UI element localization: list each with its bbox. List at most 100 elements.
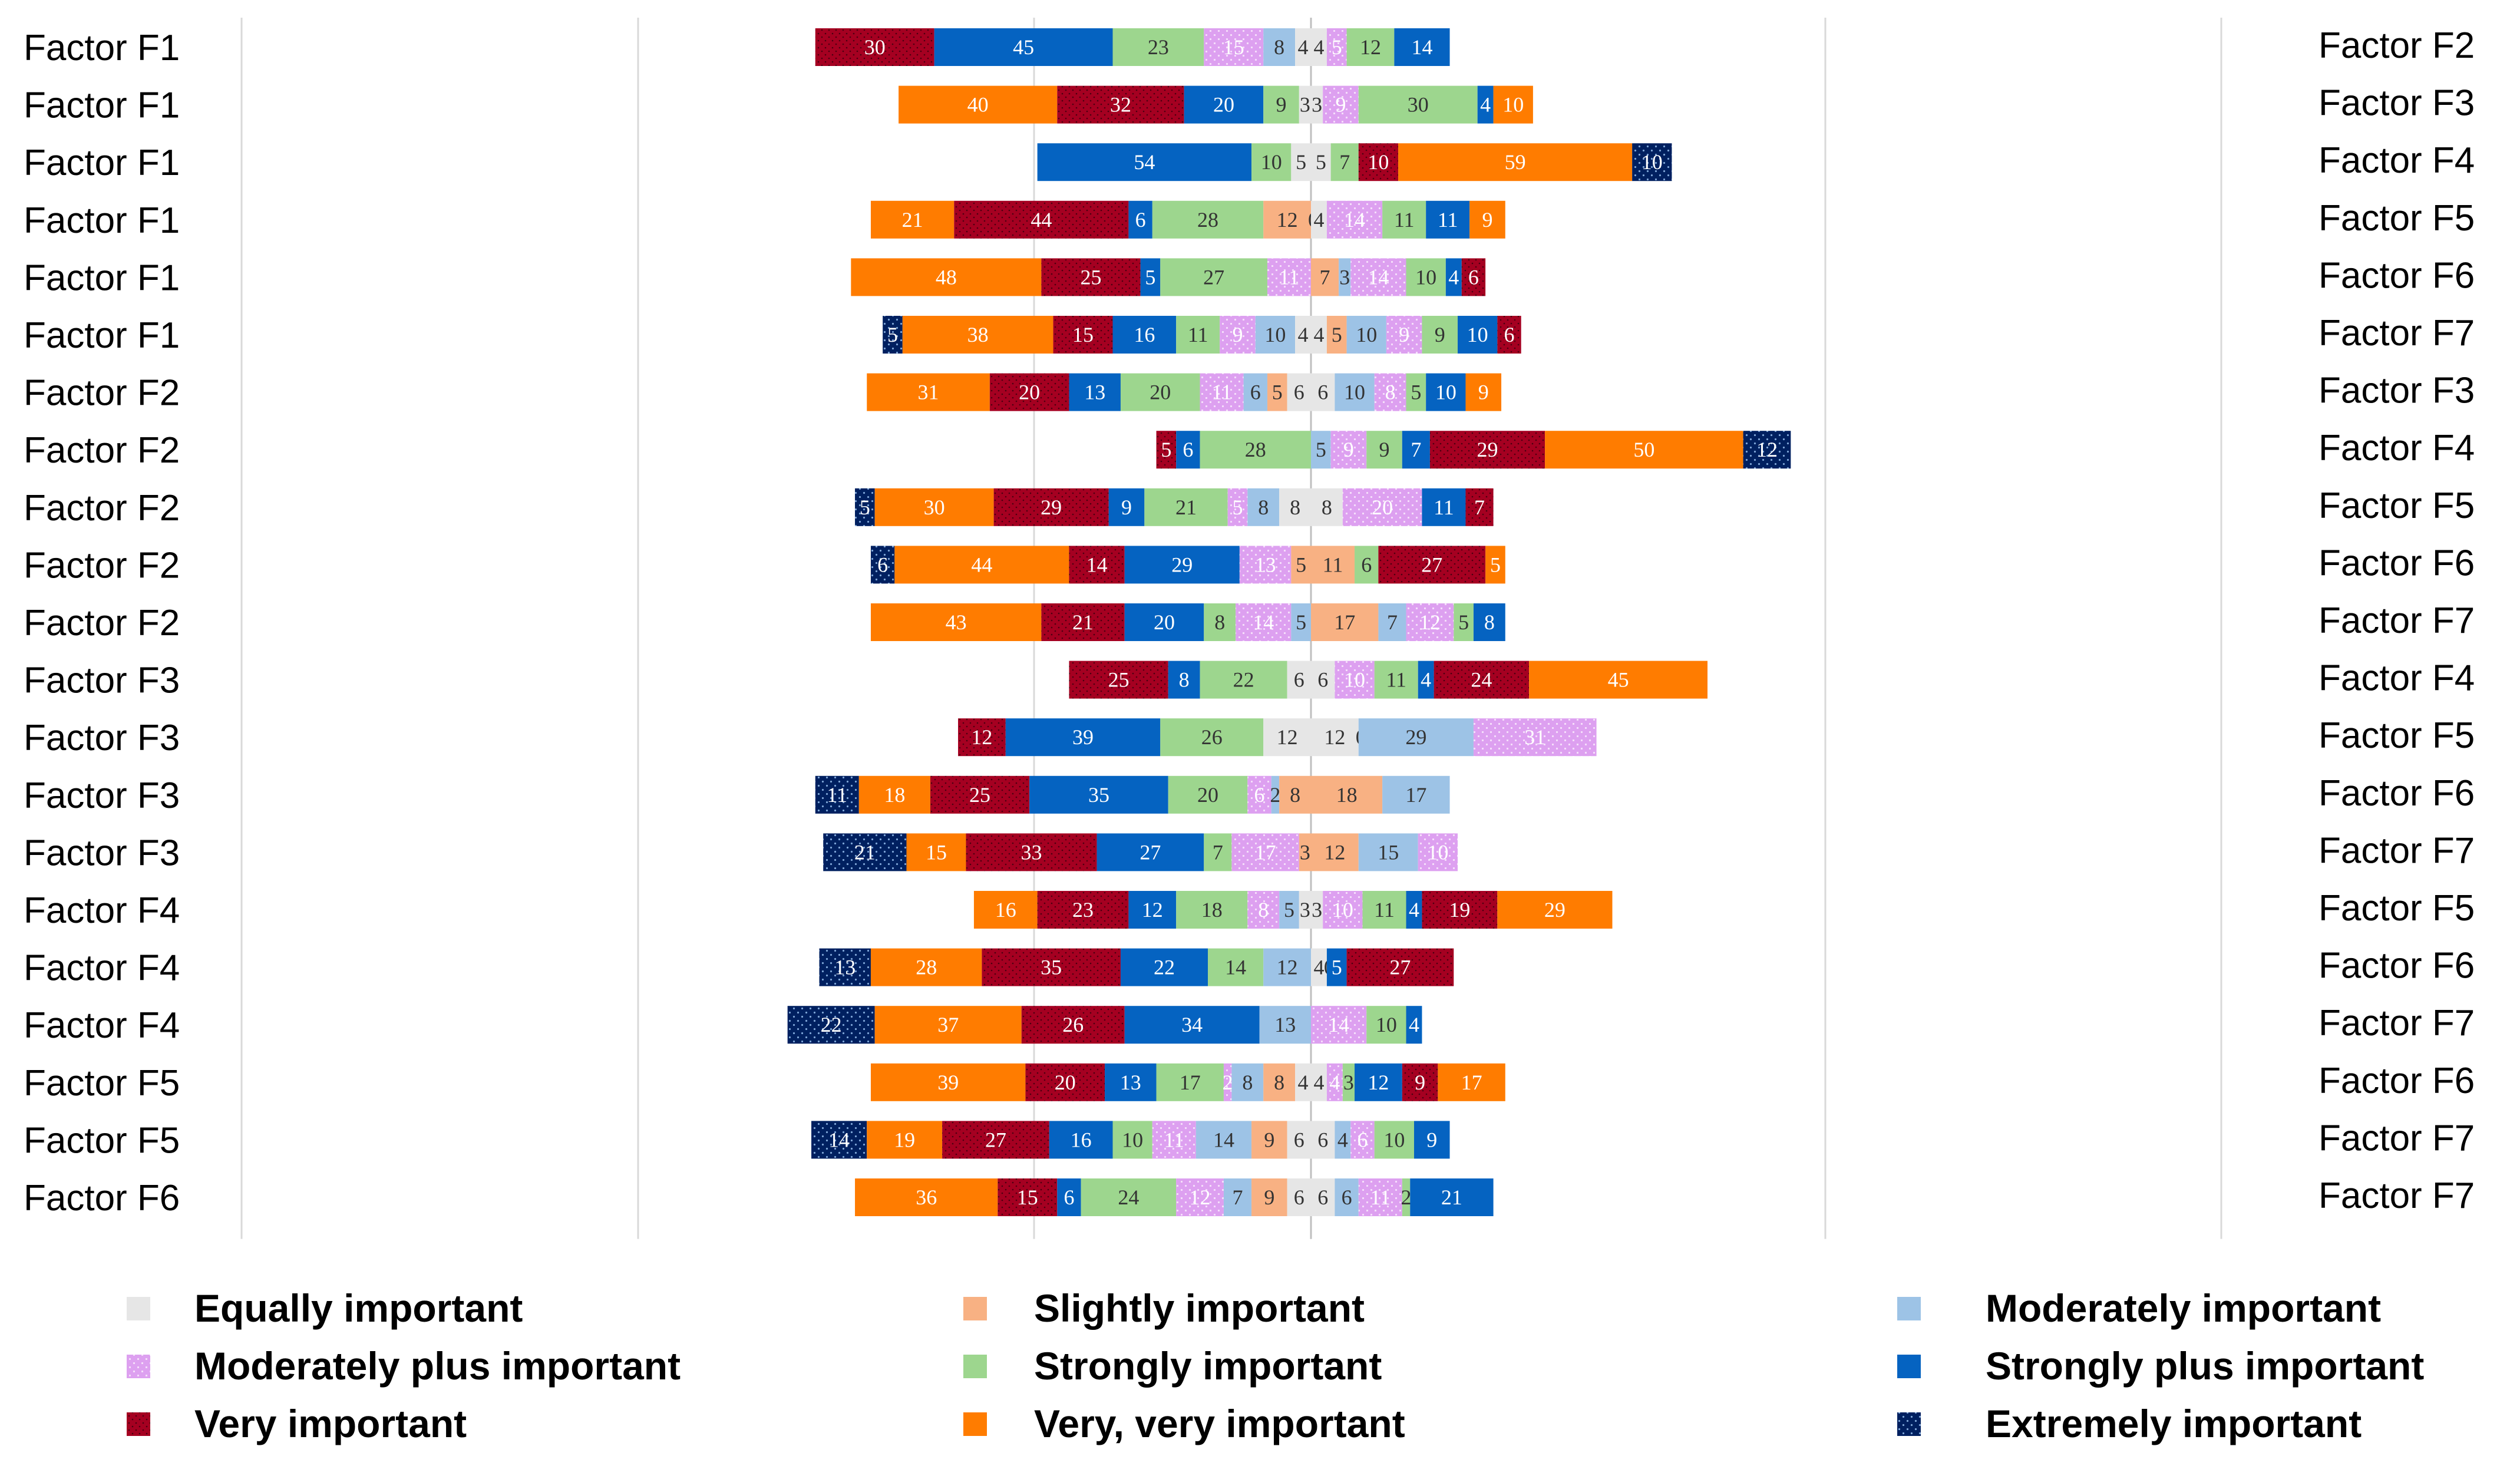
bar-segment-moderate	[1335, 1121, 1351, 1159]
bar-value-label: 7	[1411, 438, 1421, 461]
bar-value-label: 20	[1055, 1071, 1076, 1094]
bar-segment-strong	[1374, 1121, 1414, 1159]
left-factor-label: Factor F1	[24, 315, 180, 356]
bar-segment-strongplus	[1410, 1178, 1494, 1216]
bar-value-label: 28	[1197, 208, 1218, 232]
bar-value-label: 6	[1064, 1186, 1074, 1209]
bar-segment-equal	[1311, 316, 1327, 354]
bar-segment-equal	[1287, 1178, 1311, 1216]
bar-segment-veryvery	[1485, 546, 1505, 584]
bar-value-label: 26	[1062, 1013, 1084, 1036]
legend-item-moderate: Moderately important	[1897, 1286, 2381, 1330]
legend-swatch	[963, 1412, 987, 1436]
bar-segment-extreme	[1632, 143, 1672, 181]
bar-segment-veryvery	[867, 373, 990, 411]
bar-value-label: 9	[1482, 208, 1492, 232]
bar-segment-strongplus	[1128, 200, 1152, 239]
bar-segment-veryvery	[1465, 373, 1502, 411]
bar-segment-modplus	[1220, 316, 1256, 354]
bar-value-label: 4	[1313, 323, 1324, 346]
bar-value-label: 12	[1756, 438, 1778, 461]
bar-value-label: 16	[1134, 323, 1155, 346]
bar-value-label: 2	[1270, 783, 1280, 807]
bar-segment-very	[1156, 431, 1177, 469]
bar-value-label: 5	[1284, 898, 1294, 922]
bar-value-label: 5	[1145, 265, 1155, 289]
bar-value-label: 8	[1274, 35, 1284, 59]
bar-segment-modplus	[1231, 833, 1299, 871]
bar-value-label: 4	[1409, 898, 1419, 922]
bar-segment-equal	[1299, 891, 1311, 929]
legend-item-veryvery: Very, very important	[963, 1402, 1405, 1445]
bar-value-label: 39	[937, 1071, 959, 1094]
bar-segment-modplus	[1223, 1063, 1232, 1101]
bar-value-label: 10	[1344, 668, 1365, 692]
bar-value-label: 13	[834, 956, 856, 979]
bar-value-label: 44	[1031, 208, 1052, 232]
bar-segment-veryvery	[902, 316, 1053, 354]
bar-segment-strongplus	[1184, 85, 1264, 124]
bar-value-label: 12	[1419, 610, 1441, 634]
bar-value-label: 6	[1294, 668, 1304, 692]
bar-row: 11 18 25 35 20 6 2 8 18 17	[815, 775, 1450, 814]
bar-value-label: 20	[1019, 381, 1040, 404]
bar-segment-very	[1434, 661, 1530, 699]
bar-value-label: 5	[1316, 438, 1326, 461]
legend-item-modplus: Moderately plus important	[127, 1344, 681, 1388]
bar-segment-equal	[1311, 1121, 1335, 1159]
left-factor-label: Factor F1	[24, 257, 180, 298]
bar-segment-strongplus	[1402, 431, 1430, 469]
bar-value-label: 8	[1484, 610, 1495, 634]
bar-segment-equal	[1311, 1063, 1327, 1101]
bar-row: 5 38 15 16 11 9 10 4 4 5 10 9 9 10 6	[883, 316, 1521, 354]
right-factor-label: Factor F7	[2318, 1118, 2475, 1158]
bar-segment-equal	[1295, 316, 1311, 354]
bar-segment-strong	[1176, 316, 1220, 354]
bar-value-label: 7	[1320, 265, 1330, 289]
legend-item-slight: Slightly important	[963, 1286, 1365, 1330]
bar-value-label: 17	[1405, 783, 1426, 807]
bar-segment-modplus	[1406, 603, 1454, 641]
bar-segment-very	[958, 718, 1006, 757]
bar-segment-equal	[1311, 85, 1323, 124]
bar-value-label: 48	[936, 265, 957, 289]
bar-value-label: 5	[1161, 438, 1171, 461]
bar-value-label: 4	[1329, 1071, 1340, 1094]
bar-segment-modplus	[1473, 718, 1597, 757]
bar-segment-modplus	[1386, 316, 1422, 354]
bar-value-label: 5	[1332, 35, 1342, 59]
bar-value-label: 10	[1427, 840, 1448, 864]
bar-segment-moderate	[1382, 775, 1450, 814]
bar-value-label: 22	[1233, 668, 1254, 692]
bar-segment-equal	[1311, 200, 1327, 239]
bar-value-label: 12	[1190, 1186, 1211, 1209]
bar-segment-slight	[1299, 833, 1311, 871]
bar-segment-moderate	[1255, 316, 1296, 354]
left-factor-label: Factor F3	[24, 661, 180, 701]
bar-value-label: 10	[1502, 93, 1524, 117]
bar-segment-modplus	[1239, 546, 1292, 584]
bar-row: 54 10 5 5 7 10 59 10	[1037, 143, 1672, 181]
bar-segment-strongplus	[1326, 948, 1347, 986]
bar-value-label: 7	[1387, 610, 1398, 634]
bar-segment-veryvery	[1469, 200, 1505, 239]
bar-segment-moderate	[1223, 1178, 1252, 1216]
bar-segment-strongplus	[1112, 316, 1177, 354]
bar-value-label: 3	[1339, 265, 1350, 289]
bar-value-label: 3	[1312, 898, 1322, 922]
left-factor-label: Factor F5	[24, 1120, 180, 1161]
bar-value-label: 12	[1277, 725, 1298, 749]
bar-segment-very	[1429, 431, 1545, 469]
bar-segment-very	[1053, 316, 1113, 354]
bar-segment-strong	[1160, 718, 1264, 757]
bar-row: 39 20 13 17 2 8 8 4 4 4 3 12 9 17	[870, 1063, 1505, 1101]
bar-segment-extreme	[883, 316, 903, 354]
bar-value-label: 9	[1343, 438, 1354, 461]
bar-segment-very	[815, 28, 934, 66]
right-factor-label: Factor F5	[2318, 486, 2475, 526]
bar-segment-strong	[1346, 28, 1395, 66]
bar-value-label: 5	[860, 496, 870, 519]
left-factor-label: Factor F1	[24, 200, 180, 241]
right-factor-label: Factor F7	[2318, 830, 2475, 871]
bar-value-label: 18	[1336, 783, 1358, 807]
